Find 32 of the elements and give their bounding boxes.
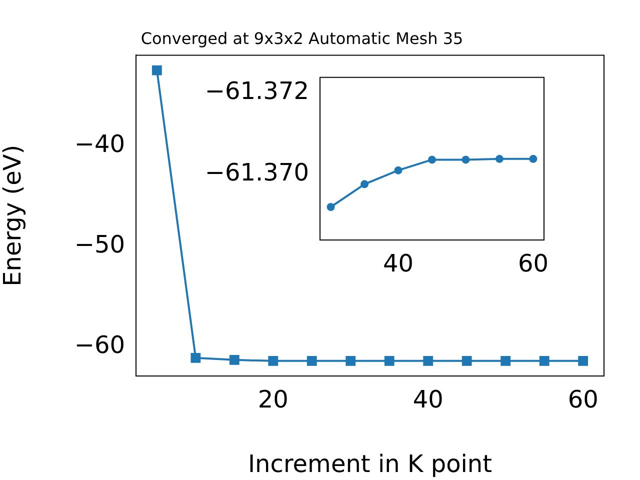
x-tick-label: 20 (258, 386, 288, 414)
point (462, 356, 472, 366)
point (428, 156, 436, 164)
point (539, 356, 550, 366)
point (346, 356, 356, 366)
point (360, 180, 369, 188)
point (462, 156, 470, 164)
point (268, 356, 278, 366)
point (394, 166, 402, 174)
y-tick-label: −61.370 (204, 158, 309, 187)
x-tick-label: 60 (518, 250, 548, 278)
point (384, 356, 394, 366)
x-tick-label: 60 (568, 386, 598, 414)
point (326, 202, 335, 211)
x-axis-title: Increment in K point (248, 450, 492, 478)
point (423, 356, 434, 366)
x-tick-label: 40 (412, 386, 444, 414)
y-tick-label: −60 (74, 331, 125, 360)
y-tick-label: −61.372 (204, 77, 309, 106)
point (190, 352, 201, 363)
point (152, 65, 162, 76)
point (306, 356, 317, 366)
point (495, 154, 504, 163)
point (578, 356, 588, 366)
chart-title: Converged at 9x3x2 Automatic Mesh 35 (140, 28, 464, 48)
y-axis-title: Energy (eV) (0, 144, 27, 286)
y-tick-label: −50 (74, 230, 125, 259)
point (500, 356, 511, 366)
x-tick-label: 40 (382, 250, 414, 278)
point (229, 354, 240, 365)
point (529, 154, 538, 163)
y-tick-label: −40 (74, 130, 125, 158)
